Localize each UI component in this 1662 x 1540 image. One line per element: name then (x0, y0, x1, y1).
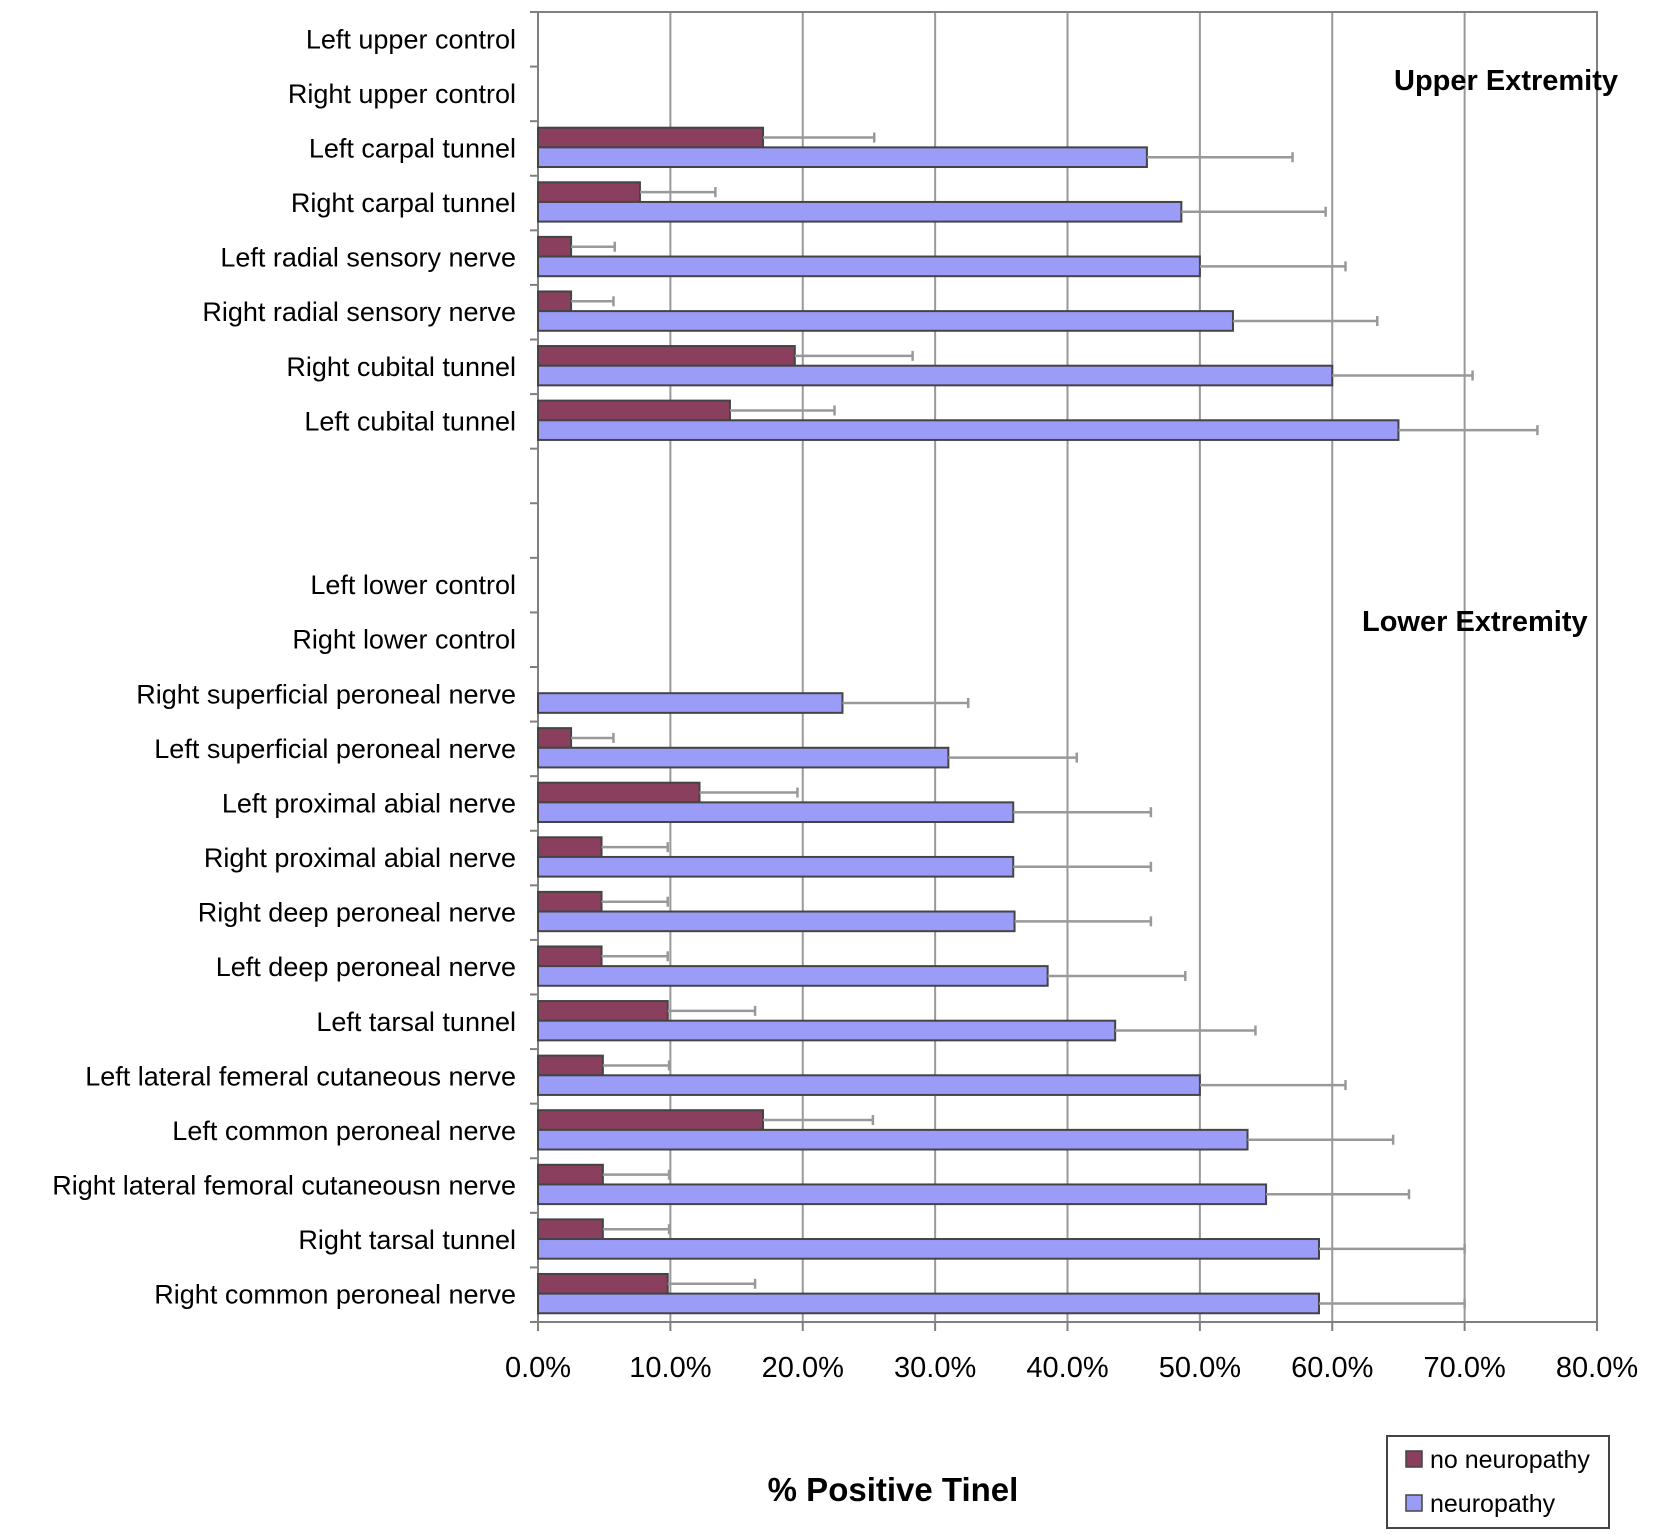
bar-no-neuropathy (537, 890, 603, 913)
x-tick-label: 30.0% (894, 1352, 976, 1384)
category-label: Left proximal abial nerve (222, 788, 516, 818)
bar-neuropathy (537, 855, 1015, 878)
legend-label: neuropathy (1430, 1490, 1556, 1518)
bar-no-neuropathy (537, 290, 573, 313)
bar-neuropathy (537, 364, 1334, 387)
legend-label: no neuropathy (1430, 1446, 1590, 1474)
bar-neuropathy (537, 1074, 1201, 1096)
category-label: Left carpal tunnel (309, 133, 516, 163)
bar-neuropathy (537, 255, 1201, 278)
category-label: Right proximal abial nerve (204, 843, 516, 873)
category-label: Left common peroneal nerve (172, 1116, 516, 1146)
bar-neuropathy (537, 965, 1049, 987)
bar-no-neuropathy (537, 1272, 669, 1295)
category-label: Right cubital tunnel (286, 352, 516, 382)
category-label: Left tarsal tunnel (316, 1007, 516, 1037)
legend-swatch (1405, 1450, 1423, 1468)
bar-neuropathy (537, 910, 1016, 933)
category-label: Right deep peroneal nerve (198, 898, 516, 928)
category-label: Right superficial peroneal nerve (136, 679, 516, 709)
bar-neuropathy (537, 692, 844, 714)
bar-neuropathy (537, 200, 1183, 223)
x-tick-label: 20.0% (762, 1352, 844, 1384)
x-tick-label: 70.0% (1424, 1352, 1506, 1384)
bar-no-neuropathy (537, 181, 641, 203)
category-label: Left deep peroneal nerve (216, 952, 516, 982)
bar-neuropathy (537, 1183, 1268, 1206)
category-label: Right lower control (292, 625, 516, 655)
category-label: Left superficial peroneal nerve (154, 734, 516, 764)
bar-no-neuropathy (537, 945, 603, 968)
category-label: Left lateral femeral cutaneous nerve (85, 1061, 516, 1091)
bar-no-neuropathy (537, 345, 796, 367)
x-tick-label: 10.0% (629, 1352, 711, 1384)
bar-no-neuropathy (537, 399, 731, 422)
bar-neuropathy (537, 801, 1015, 824)
bar-no-neuropathy (537, 781, 701, 804)
x-axis-title: % Positive Tinel (768, 1471, 1019, 1508)
bar-neuropathy (537, 146, 1148, 169)
bar-no-neuropathy (537, 1109, 765, 1131)
bar-neuropathy (537, 746, 950, 769)
bar-no-neuropathy (537, 1163, 604, 1186)
x-tick-label: 60.0% (1291, 1352, 1373, 1384)
bar-no-neuropathy (537, 1000, 669, 1022)
x-tick-label: 50.0% (1159, 1352, 1241, 1384)
bar-no-neuropathy (537, 727, 573, 749)
bar-neuropathy (537, 1128, 1249, 1151)
bar-no-neuropathy (537, 1054, 604, 1077)
bar-no-neuropathy (537, 1218, 604, 1241)
bar-neuropathy (537, 1292, 1321, 1315)
category-label: Right carpal tunnel (291, 188, 516, 218)
section-annotation: Lower Extremity (1362, 606, 1588, 638)
category-label: Left cubital tunnel (304, 406, 516, 436)
bar-neuropathy (537, 419, 1400, 441)
category-label: Right common peroneal nerve (154, 1280, 516, 1310)
x-tick-label: 40.0% (1026, 1352, 1108, 1384)
legend-box (1386, 1435, 1610, 1529)
category-label: Right radial sensory nerve (202, 297, 516, 327)
category-label: Left radial sensory nerve (220, 243, 516, 273)
category-label: Left lower control (310, 570, 516, 600)
bar-neuropathy (537, 310, 1234, 332)
x-tick-label: 0.0% (505, 1352, 571, 1384)
bar-neuropathy (537, 1019, 1117, 1042)
category-label: Right lateral femoral cutaneousn nerve (52, 1171, 516, 1201)
legend-swatch (1405, 1494, 1423, 1512)
bar-neuropathy (537, 1238, 1321, 1260)
category-label: Right tarsal tunnel (298, 1225, 516, 1255)
bar-no-neuropathy (537, 235, 573, 258)
bar-no-neuropathy (537, 836, 603, 858)
section-annotation: Upper Extremity (1394, 65, 1618, 97)
category-label: Right upper control (288, 79, 516, 109)
x-tick-label: 80.0% (1556, 1352, 1638, 1384)
category-label: Left upper control (306, 24, 516, 54)
bar-no-neuropathy (537, 126, 765, 149)
